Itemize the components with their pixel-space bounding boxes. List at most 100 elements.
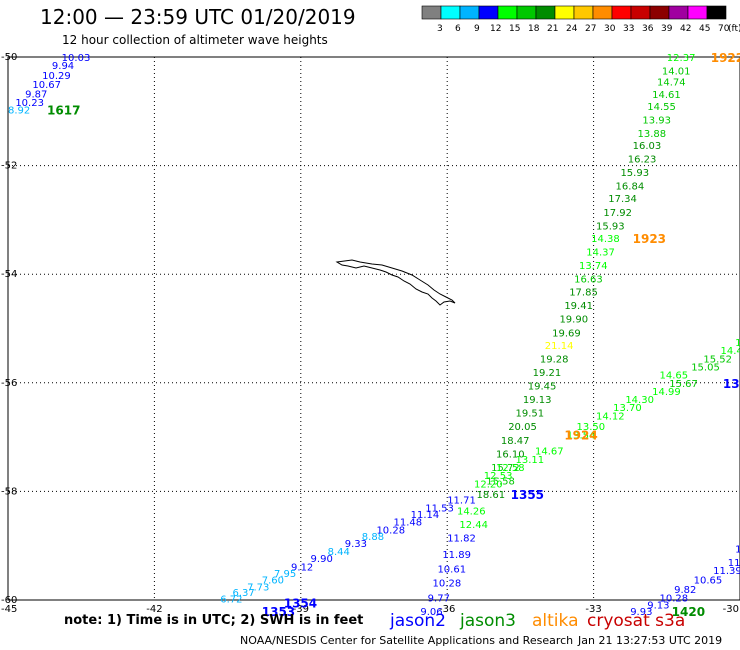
scale-label: 9 xyxy=(474,24,480,34)
lat-tick-label: -56 xyxy=(1,378,17,389)
south-georgia-island xyxy=(335,259,456,306)
wave-height-label: 16.84 xyxy=(616,182,645,193)
wave-height-label: 9.33 xyxy=(345,539,367,550)
pass-time-label: 1924 xyxy=(564,428,597,442)
graticule xyxy=(8,57,740,600)
wave-height-label: 19.45 xyxy=(528,382,557,393)
wave-height-label: 12.37 xyxy=(667,53,696,64)
scale-swatch xyxy=(611,5,632,20)
wave-height-label: 11.71 xyxy=(447,496,476,507)
wave-height-label: 14.67 xyxy=(535,447,564,458)
wave-height-label: 10.28 xyxy=(659,593,688,604)
scale-label: 15 xyxy=(509,24,520,34)
footer-note: note: 1) Time is in UTC; 2) SWH is in fe… xyxy=(64,613,363,628)
scale-label: 42 xyxy=(680,24,691,34)
scale-swatch xyxy=(687,5,708,20)
scale-swatch xyxy=(535,5,556,20)
wave-height-label: 6.72 xyxy=(220,594,242,605)
wave-height-label: 17.34 xyxy=(608,194,637,205)
pass-time-label: 1353 xyxy=(262,605,295,619)
wave-height-label: 10.28 xyxy=(433,579,462,590)
scale-swatch xyxy=(478,5,499,20)
wave-height-label: 9.93 xyxy=(630,607,652,618)
scale-swatch xyxy=(459,5,480,20)
map-title: 12:00 — 23:59 UTC 01/20/2019 xyxy=(40,5,356,29)
wave-height-label: 6.37 xyxy=(232,588,254,599)
wave-height-label: 16.63 xyxy=(574,275,603,286)
wave-height-label: 8.92 xyxy=(8,106,30,117)
wave-height-label: 14.37 xyxy=(586,247,615,258)
satellite-legend: jason2 jason3 altika cryosat s3a xyxy=(389,611,685,631)
wave-height-label: 14.38 xyxy=(591,234,620,245)
satellite-jason3: jason3 xyxy=(459,611,516,631)
wave-height-label: 17.92 xyxy=(603,208,632,219)
wave-height-label: 10.03 xyxy=(62,53,91,64)
wave-height-label: 19.69 xyxy=(552,328,581,339)
wave-height-label: 12.58 xyxy=(496,463,525,474)
track-south-mid: 11.82 11.89 10.61 10.28 9.77 9.06 xyxy=(420,534,475,618)
wave-height-label: 14.61 xyxy=(652,90,681,101)
wave-height-label: 14.01 xyxy=(662,67,691,78)
wave-height-label: 15.05 xyxy=(691,363,720,374)
scale-label: 6 xyxy=(455,24,461,34)
scale-swatch xyxy=(440,5,461,20)
wave-height-label: 10.29 xyxy=(42,71,71,82)
wave-height-label: 14.74 xyxy=(657,77,686,88)
lat-tick-label: -52 xyxy=(1,161,17,172)
wave-height-label: 9.87 xyxy=(25,89,47,100)
wave-height-label: 19.41 xyxy=(564,301,593,312)
wave-height-label: 9.94 xyxy=(52,61,74,72)
scale-swatch xyxy=(554,5,575,20)
map-frame xyxy=(7,56,740,601)
wave-height-label: 8.88 xyxy=(362,532,384,543)
wave-height-label: 11.82 xyxy=(447,534,476,545)
scale-label: 27 xyxy=(585,24,596,34)
wave-height-label: 7.60 xyxy=(262,575,284,586)
wave-height-label: 15.58 xyxy=(486,477,515,488)
map-subtitle: 12 hour collection of altimeter wave hei… xyxy=(62,33,328,47)
satellite-altika: altika xyxy=(532,611,579,631)
lon-tick-label: -42 xyxy=(146,604,162,615)
pass-time-label: 1420 xyxy=(672,605,705,619)
wave-height-label: 7.95 xyxy=(274,569,296,580)
wave-height-label: 13.70 xyxy=(613,403,642,414)
wave-height-label: 14.12 xyxy=(596,411,625,422)
scale-swatch xyxy=(706,5,727,20)
wave-height-label: 16.03 xyxy=(633,141,662,152)
scale-swatch xyxy=(497,5,518,20)
wave-height-label: 7.73 xyxy=(247,582,269,593)
wave-height-label: 14.55 xyxy=(647,102,676,113)
pass-time-label: 1922 xyxy=(711,51,740,65)
scale-label: 12 xyxy=(490,24,501,34)
scale-swatch xyxy=(592,5,613,20)
wave-height-label: 11.39 xyxy=(713,566,740,577)
wave-height-label: 13.93 xyxy=(642,115,671,126)
wave-height-label: 14.26 xyxy=(457,506,486,517)
lat-tick-label: -54 xyxy=(1,269,17,280)
wave-height-label: 21.14 xyxy=(545,341,574,352)
scale-swatch xyxy=(573,5,594,20)
wave-height-label: 16.10 xyxy=(496,449,525,460)
wave-height-label: 9.13 xyxy=(647,600,669,611)
lat-tick-label: -60 xyxy=(1,595,17,606)
scale-label: 3 xyxy=(437,24,443,34)
wave-height-label: 9.12 xyxy=(291,562,313,573)
wave-height-label: 20.05 xyxy=(508,422,537,433)
scale-label: 30 xyxy=(604,24,616,34)
lon-tick-label: -30 xyxy=(723,604,739,615)
wave-height-label: 13.88 xyxy=(638,129,667,140)
wave-height-label: 9.90 xyxy=(311,554,333,565)
pass-time-label: 1923 xyxy=(633,232,666,246)
wave-height-label: 10.28 xyxy=(376,525,405,536)
lon-tick-label: -36 xyxy=(439,604,455,615)
satellite-jason2: jason2 xyxy=(389,611,446,631)
scale-unit: (ft) xyxy=(728,24,740,34)
wave-height-label: 13.74 xyxy=(579,261,608,272)
scale-swatch xyxy=(649,5,670,20)
wave-height-label: 9.06 xyxy=(420,607,442,618)
footer-credit: NOAA/NESDIS Center for Satellite Applica… xyxy=(240,634,573,647)
